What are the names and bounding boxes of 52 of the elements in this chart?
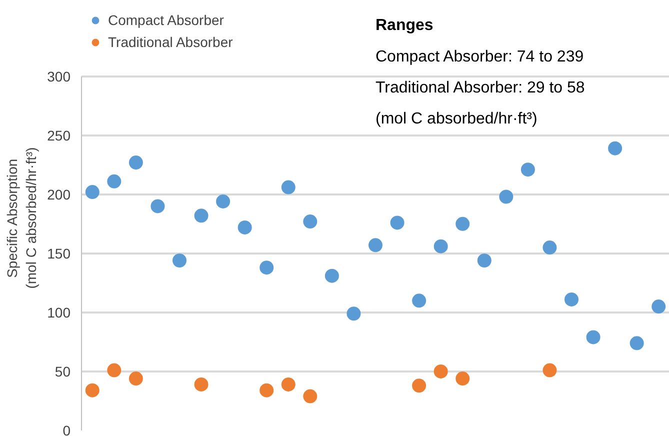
point: [216, 194, 230, 208]
point: [477, 254, 492, 268]
point: [194, 377, 208, 392]
point: [172, 254, 186, 268]
legend-label: Compact Absorber: [108, 11, 224, 29]
point: [303, 214, 318, 229]
point: [652, 300, 666, 314]
annotation: Traditional Absorber: 29 to 58: [376, 80, 585, 97]
text: Compact Absorber: 74 to 239: [376, 48, 584, 66]
point: [194, 208, 208, 223]
y-tick-label: 250: [47, 127, 71, 144]
point: [85, 383, 100, 398]
point: [499, 190, 514, 204]
y-tick-label: 50: [54, 363, 71, 380]
point: [238, 220, 252, 234]
point: [542, 363, 557, 378]
point: [346, 306, 361, 321]
point: [434, 364, 448, 378]
point: [412, 294, 426, 308]
point: [303, 389, 318, 404]
point: [107, 363, 122, 378]
point: [324, 268, 339, 283]
point: [260, 383, 274, 398]
point: [456, 372, 470, 386]
point: [281, 180, 296, 194]
point: [368, 238, 382, 252]
y-tick-label: 100: [47, 304, 71, 320]
point: [542, 240, 557, 254]
text: Ranges: [376, 17, 434, 34]
point: [412, 378, 426, 393]
point: [128, 372, 143, 386]
point: [390, 216, 404, 230]
y-tick-label: 0: [62, 422, 71, 437]
point: [128, 156, 143, 170]
point: [456, 216, 470, 231]
point: [150, 199, 165, 214]
y-tick-label: 200: [47, 186, 71, 202]
annotation: (mol C absorbed/hr·ft³): [376, 110, 538, 128]
point: [520, 162, 535, 177]
y-axis-title: Specific Absorption (mol C absorbed/hr·ft³): [4, 147, 40, 289]
point: [434, 239, 448, 254]
point: [608, 141, 622, 156]
legend-label: Traditional Absorber: [108, 33, 233, 51]
y-tick-label: 300: [47, 68, 71, 84]
point: [281, 377, 296, 392]
point: [107, 174, 122, 188]
point: [630, 336, 644, 350]
point: [85, 185, 100, 200]
y-tick-label: 150: [47, 245, 71, 262]
point: [260, 260, 274, 275]
point: [586, 330, 600, 344]
point: [564, 292, 578, 306]
